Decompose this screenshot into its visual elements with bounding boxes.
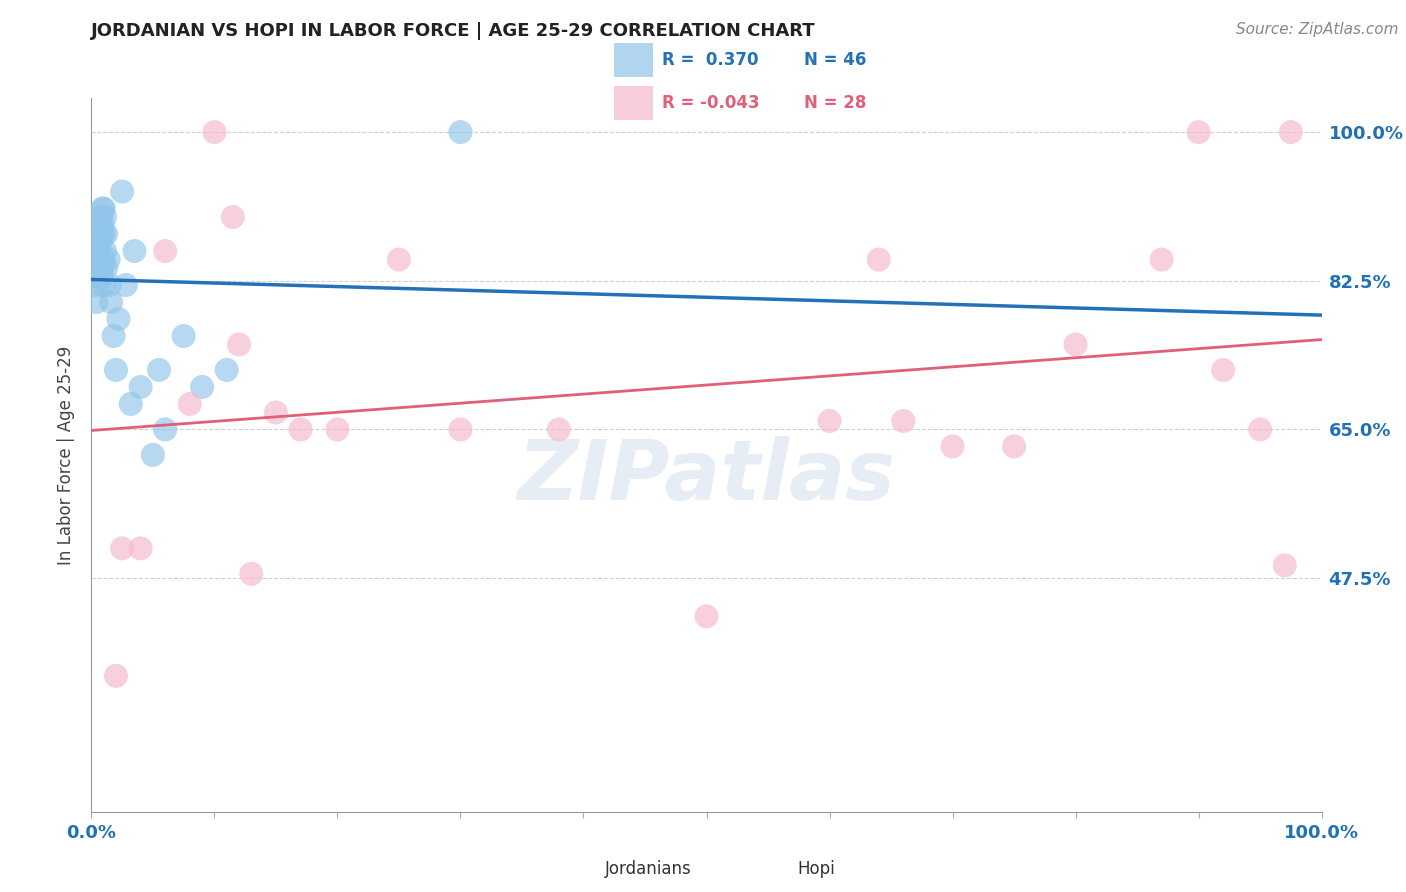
Y-axis label: In Labor Force | Age 25-29: In Labor Force | Age 25-29 <box>58 345 76 565</box>
Point <box>1279 125 1302 139</box>
Point <box>215 363 238 377</box>
Point <box>90 269 112 284</box>
Point <box>96 227 117 241</box>
Point <box>153 422 177 436</box>
Point <box>87 244 110 258</box>
Point <box>86 269 108 284</box>
Point <box>1002 439 1025 453</box>
Point <box>105 669 127 683</box>
Point <box>124 244 146 258</box>
Point <box>87 260 110 275</box>
Point <box>93 278 115 293</box>
Point <box>818 414 841 428</box>
Point <box>111 541 134 556</box>
Point <box>191 380 214 394</box>
Text: R = -0.043: R = -0.043 <box>662 95 759 112</box>
Text: Hopi: Hopi <box>797 860 835 878</box>
Point <box>120 397 142 411</box>
Point <box>107 312 129 326</box>
Point <box>89 235 111 250</box>
FancyBboxPatch shape <box>613 87 652 120</box>
Point <box>86 260 108 275</box>
Point <box>114 278 138 293</box>
Point <box>89 252 111 267</box>
Point <box>90 227 112 241</box>
Point <box>179 397 201 411</box>
Point <box>222 210 245 224</box>
Point <box>1274 558 1296 573</box>
FancyBboxPatch shape <box>613 43 652 77</box>
Text: N = 46: N = 46 <box>804 51 866 69</box>
Point <box>173 329 195 343</box>
Point <box>1249 422 1271 436</box>
Point <box>100 295 122 310</box>
Point <box>86 235 108 250</box>
Point <box>90 210 112 224</box>
Point <box>449 422 471 436</box>
Point <box>105 363 127 377</box>
Point <box>93 202 115 216</box>
Point <box>228 337 250 351</box>
Point <box>148 363 170 377</box>
Point <box>103 329 125 343</box>
Point <box>89 219 111 233</box>
Point <box>290 422 312 436</box>
Point <box>111 185 134 199</box>
Point <box>96 260 117 275</box>
Point <box>153 244 177 258</box>
Point <box>86 252 108 267</box>
Point <box>240 566 263 581</box>
Point <box>388 252 411 267</box>
Point <box>91 202 114 216</box>
Point <box>93 252 115 267</box>
Point <box>86 244 108 258</box>
Point <box>547 422 569 436</box>
Text: ZIPatlas: ZIPatlas <box>517 436 896 516</box>
Point <box>449 125 471 139</box>
Point <box>89 269 111 284</box>
Point <box>1064 337 1087 351</box>
Text: Jordanians: Jordanians <box>605 860 692 878</box>
Point <box>94 210 117 224</box>
Text: N = 28: N = 28 <box>804 95 866 112</box>
Point <box>97 252 120 267</box>
Point <box>91 219 114 233</box>
Point <box>1212 363 1234 377</box>
Point <box>1150 252 1173 267</box>
Text: R =  0.370: R = 0.370 <box>662 51 758 69</box>
Point <box>142 448 165 462</box>
Text: JORDANIAN VS HOPI IN LABOR FORCE | AGE 25-29 CORRELATION CHART: JORDANIAN VS HOPI IN LABOR FORCE | AGE 2… <box>91 22 815 40</box>
Point <box>326 422 349 436</box>
Point <box>891 414 914 428</box>
Point <box>129 380 152 394</box>
Point <box>94 244 117 258</box>
Point <box>695 609 717 624</box>
Point <box>93 227 115 241</box>
Point <box>941 439 963 453</box>
Point <box>87 227 110 241</box>
Point <box>86 278 108 293</box>
Point <box>91 260 114 275</box>
Point <box>264 405 287 419</box>
Text: Source: ZipAtlas.com: Source: ZipAtlas.com <box>1236 22 1399 37</box>
Point <box>202 125 225 139</box>
Point <box>98 278 121 293</box>
Point <box>1187 125 1209 139</box>
Point <box>868 252 890 267</box>
Point <box>129 541 152 556</box>
Point <box>86 295 108 310</box>
